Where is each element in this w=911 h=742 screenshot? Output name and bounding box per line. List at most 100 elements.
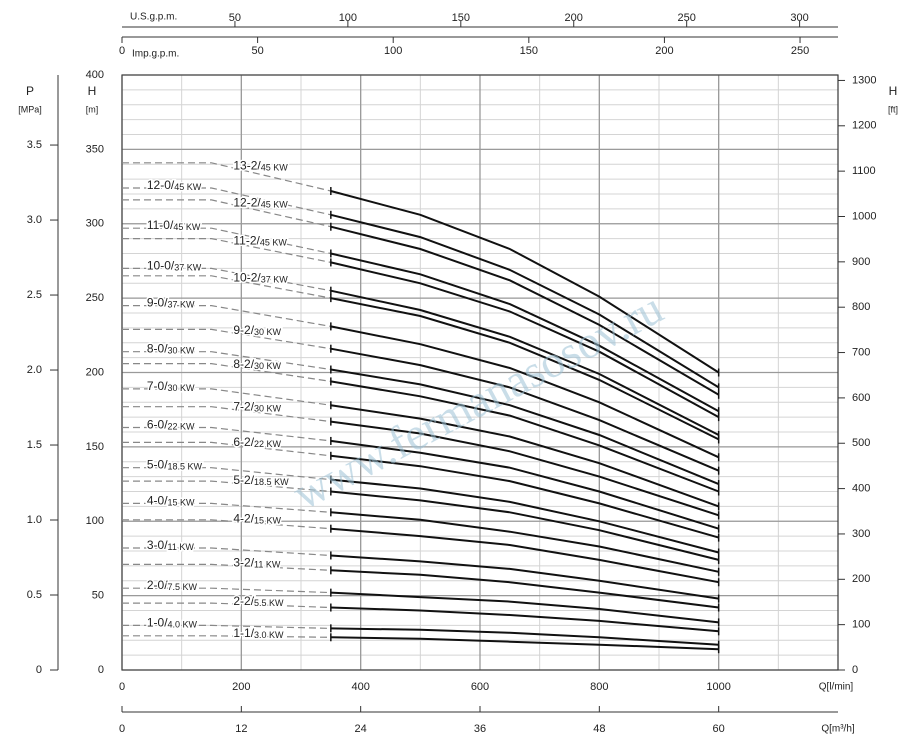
extrapolated-curve bbox=[122, 351, 331, 371]
extrapolated-curve bbox=[122, 406, 331, 423]
tick-label: 12 bbox=[235, 723, 247, 735]
y-tick-label: 350 bbox=[86, 143, 104, 155]
curve-model: 9-2/ bbox=[233, 323, 254, 337]
tick-label: 200 bbox=[655, 45, 673, 57]
extrapolated-curve bbox=[122, 363, 331, 382]
x-tick-label: 200 bbox=[232, 681, 250, 693]
extrapolated-curve bbox=[122, 547, 331, 557]
curve-model: 7-0/ bbox=[147, 379, 168, 393]
x-tick-label: 400 bbox=[351, 681, 369, 693]
curve-label: 2-0/7.5 KW bbox=[147, 578, 198, 592]
curve-model: 5-2/ bbox=[233, 473, 254, 487]
tick-label: 0 bbox=[119, 723, 125, 735]
pump-curve bbox=[330, 511, 719, 573]
curve-model: 2-2/ bbox=[233, 594, 254, 608]
curve-model: 12-0/ bbox=[147, 178, 175, 192]
curve-power: 3.0 KW bbox=[254, 630, 284, 640]
y-tick-label: 400 bbox=[86, 69, 104, 81]
curve-model: 5-0/ bbox=[147, 458, 168, 472]
pump-curve bbox=[330, 368, 720, 486]
curve-power: 7.5 KW bbox=[168, 583, 198, 593]
extrapolated-curve bbox=[122, 328, 331, 350]
p-axis-label: P bbox=[26, 84, 34, 98]
extrapolated-curve bbox=[122, 587, 331, 594]
curve-power: 45 KW bbox=[261, 163, 289, 173]
y-axis-unit: [m] bbox=[86, 104, 99, 114]
tick-label: 250 bbox=[677, 12, 695, 24]
curve-power: 15 KW bbox=[254, 516, 282, 526]
curve-label: 5-2/18.5 KW bbox=[233, 473, 289, 487]
extrapolated-curve bbox=[122, 480, 331, 493]
extrapolated-curve bbox=[122, 162, 331, 192]
ft-axis-label: H bbox=[889, 84, 898, 98]
pump-curve bbox=[330, 252, 720, 413]
extrapolated-curve bbox=[122, 305, 331, 327]
tick-label: 150 bbox=[520, 45, 538, 57]
y-tick-label: 50 bbox=[92, 590, 104, 602]
curve-power: 22 KW bbox=[254, 439, 282, 449]
curve-label: 10-0/37 KW bbox=[147, 259, 202, 273]
tick-label: 1000 bbox=[852, 210, 876, 222]
tick-label: 900 bbox=[852, 256, 870, 268]
extrapolated-curve bbox=[122, 467, 331, 481]
tick-label: 100 bbox=[339, 12, 357, 24]
ft-axis-unit: [ft] bbox=[888, 104, 898, 114]
y-tick-label: 250 bbox=[86, 292, 104, 304]
x-axis-label: Q[l/min] bbox=[819, 682, 854, 693]
curve-model: 6-0/ bbox=[147, 418, 168, 432]
curve-model: 9-0/ bbox=[147, 296, 168, 310]
extrapolated-curve bbox=[122, 227, 331, 255]
curve-label: 1-1/3.0 KW bbox=[233, 626, 284, 640]
curve-label: 2-2/5.5 KW bbox=[233, 594, 284, 608]
tick-label: 48 bbox=[593, 723, 605, 735]
tick-label: 2.5 bbox=[27, 289, 42, 301]
extrapolated-curve bbox=[122, 563, 331, 571]
curve-power: 18.5 KW bbox=[254, 478, 289, 488]
extrapolated-curve bbox=[122, 624, 331, 629]
curve-model: 10-2/ bbox=[233, 270, 261, 284]
extrapolated-curve bbox=[122, 275, 331, 299]
pump-curve bbox=[330, 627, 719, 646]
curve-label: 8-2/30 KW bbox=[233, 357, 281, 371]
extrapolated-curve bbox=[122, 635, 331, 638]
curve-label: 8-0/30 KW bbox=[147, 342, 195, 356]
tick-label: 100 bbox=[852, 619, 870, 631]
curve-power: 11 KW bbox=[254, 560, 281, 570]
pump-curve bbox=[330, 380, 720, 493]
curve-model: 11-2/ bbox=[233, 234, 260, 248]
pump-curve bbox=[330, 478, 719, 554]
curve-model: 2-0/ bbox=[147, 578, 168, 592]
pump-curve bbox=[330, 213, 720, 389]
tick-label: 150 bbox=[452, 12, 470, 24]
curve-label: 1-0/4.0 KW bbox=[147, 616, 198, 630]
pump-curve bbox=[330, 289, 720, 436]
tick-label: 100 bbox=[384, 45, 402, 57]
pump-curve bbox=[330, 636, 719, 651]
curve-model: 12-2/ bbox=[233, 195, 261, 209]
curve-power: 30 KW bbox=[254, 328, 282, 338]
curve-label: 13-2/45 KW bbox=[233, 159, 288, 173]
pump-curve bbox=[330, 297, 720, 441]
curve-label: 12-2/45 KW bbox=[233, 195, 288, 209]
curve-power: 37 KW bbox=[168, 300, 196, 310]
curve-model: 6-2/ bbox=[233, 435, 254, 449]
pump-curve bbox=[330, 404, 720, 508]
curve-power: 45 KW bbox=[260, 238, 288, 248]
pump-curve bbox=[330, 554, 719, 600]
y-tick-label: 150 bbox=[86, 441, 104, 453]
x-tick-label: 800 bbox=[590, 681, 608, 693]
curve-label: 5-0/18.5 KW bbox=[147, 458, 203, 472]
curve-label: 3-2/11 KW bbox=[233, 556, 281, 570]
tick-label: 300 bbox=[790, 12, 808, 24]
tick-label: 1100 bbox=[852, 165, 876, 177]
imp-gpm-label: Imp.g.p.m. bbox=[132, 49, 179, 60]
curve-model: 1-1/ bbox=[233, 626, 254, 640]
pump-curve bbox=[330, 591, 719, 624]
pump-curve bbox=[330, 225, 720, 396]
curve-model: 7-2/ bbox=[233, 400, 254, 414]
curve-power: 30 KW bbox=[254, 362, 282, 372]
us-gpm-label: U.S.g.p.m. bbox=[130, 12, 177, 23]
tick-label: 700 bbox=[852, 346, 870, 358]
extrapolated-curve bbox=[122, 519, 331, 530]
